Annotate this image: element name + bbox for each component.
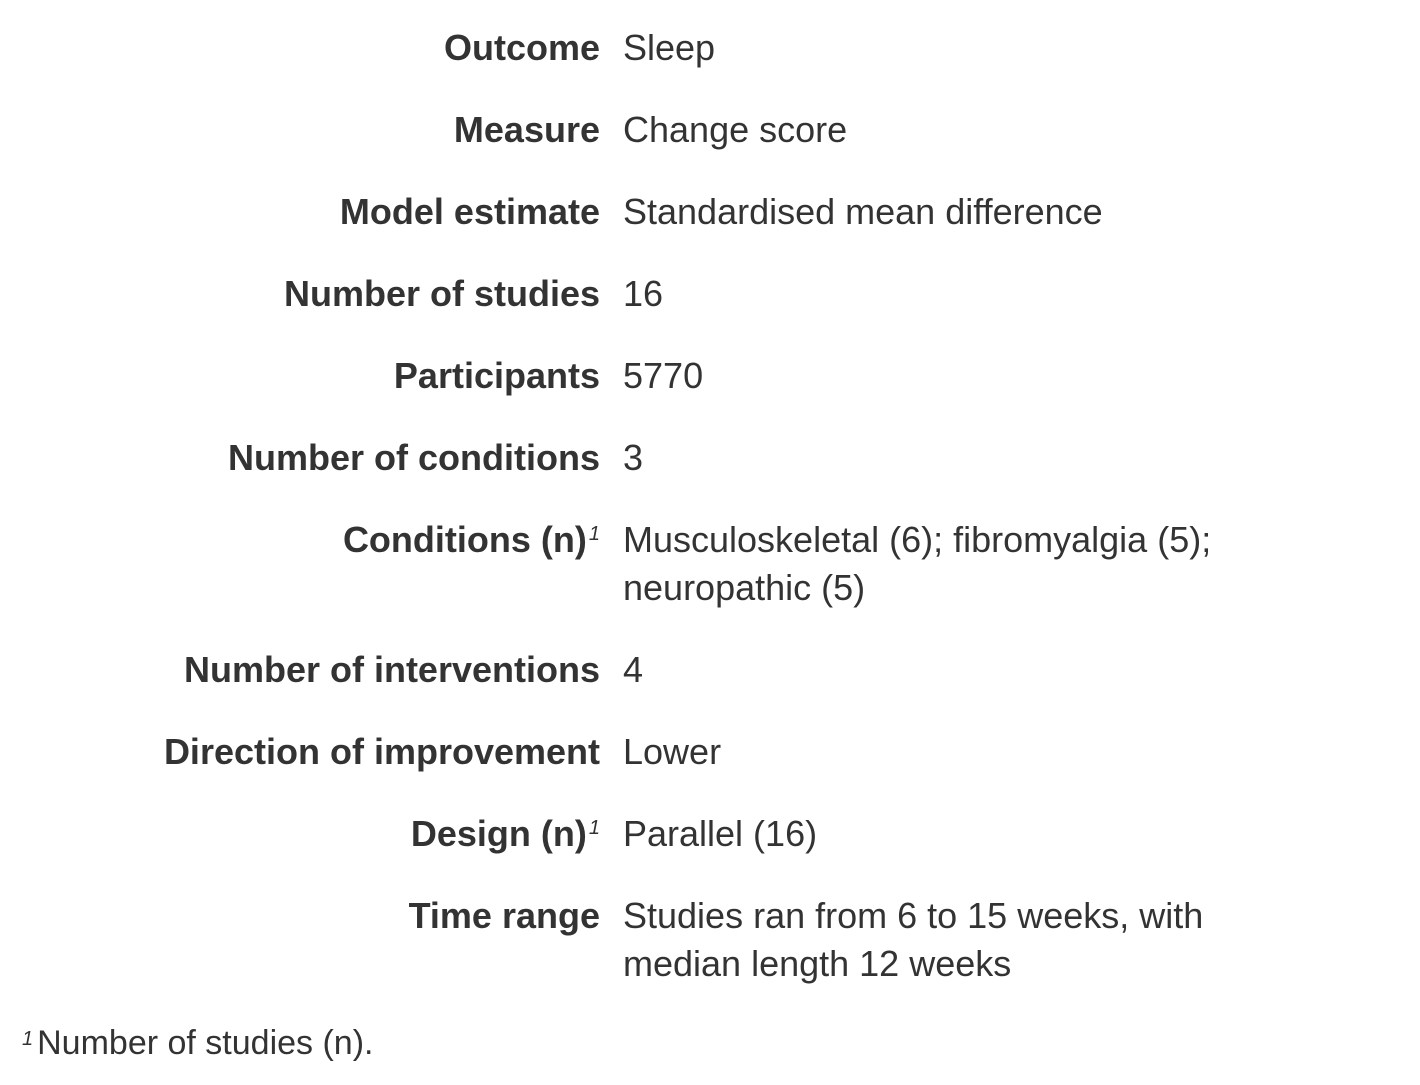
row-number-of-conditions: Number of conditions 3 <box>0 434 1420 482</box>
footnote-text: Number of studies (n). <box>37 1024 374 1062</box>
label-text: Number of studies <box>283 273 600 314</box>
row-number-of-interventions: Number of interventions 4 <box>0 646 1420 694</box>
row-direction-of-improvement: Direction of improvement Lower <box>0 728 1420 776</box>
row-value: 4 <box>623 649 644 690</box>
row-number-of-studies: Number of studies 16 <box>0 270 1420 318</box>
row-label: Direction of improvement <box>0 728 600 776</box>
row-label: Number of interventions <box>0 646 600 694</box>
row-value: Sleep <box>623 27 716 68</box>
row-outcome: Outcome Sleep <box>0 24 1420 72</box>
footnote-marker: 1 <box>588 523 600 545</box>
row-time-range: Time range Studies ran from 6 to 15 week… <box>0 892 1420 988</box>
row-value: 3 <box>623 437 644 478</box>
label-text: Time range <box>408 895 600 936</box>
row-model-estimate: Model estimate Standardised mean differe… <box>0 188 1420 236</box>
label-text: Number of interventions <box>183 649 600 690</box>
row-design: Design (n) 1 Parallel (16) <box>0 810 1420 858</box>
row-value: 5770 <box>623 355 704 396</box>
label-text: Direction of improvement <box>163 731 600 772</box>
label-text: Model estimate <box>339 191 600 232</box>
label-text: Conditions (n) <box>342 519 587 560</box>
row-value: Change score <box>623 109 848 150</box>
label-text: Measure <box>453 109 600 150</box>
row-participants: Participants 5770 <box>0 352 1420 400</box>
label-text: Participants <box>393 355 600 396</box>
row-label: Number of studies <box>0 270 600 318</box>
row-label: Outcome <box>0 24 600 72</box>
row-value: Parallel (16) <box>623 813 818 854</box>
row-label: Number of conditions <box>0 434 600 482</box>
row-label: Participants <box>0 352 600 400</box>
footnote: 1 Number of studies (n). <box>22 1019 373 1067</box>
row-value: Lower <box>623 731 722 772</box>
summary-table: Outcome Sleep Measure Change score Model… <box>0 24 1420 1022</box>
row-value: Musculoskeletal (6); fibromyalgia (5); n… <box>623 519 1212 608</box>
row-label: Measure <box>0 106 600 154</box>
row-label: Time range <box>0 892 600 940</box>
row-measure: Measure Change score <box>0 106 1420 154</box>
footnote-marker: 1 <box>588 817 600 839</box>
row-value: 16 <box>623 273 664 314</box>
row-label: Model estimate <box>0 188 600 236</box>
row-label: Design (n) 1 <box>0 810 600 858</box>
row-conditions: Conditions (n) 1 Musculoskeletal (6); fib… <box>0 516 1420 612</box>
row-value: Studies ran from 6 to 15 weeks, with med… <box>623 895 1204 984</box>
row-value: Standardised mean difference <box>623 191 1103 232</box>
footnote-mark: 1 <box>22 1028 34 1050</box>
label-text: Outcome <box>443 27 600 68</box>
label-text: Number of conditions <box>228 437 600 478</box>
label-text: Design (n) <box>410 813 587 854</box>
row-label: Conditions (n) 1 <box>0 516 600 564</box>
